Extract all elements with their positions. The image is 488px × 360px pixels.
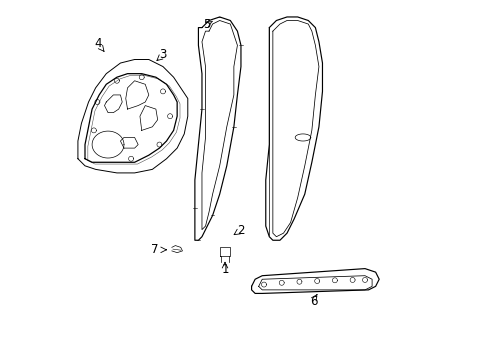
Text: 6: 6 bbox=[309, 295, 317, 308]
Text: 2: 2 bbox=[237, 224, 244, 237]
Text: 7: 7 bbox=[151, 243, 159, 256]
Text: 4: 4 bbox=[95, 37, 102, 50]
Text: 1: 1 bbox=[221, 263, 228, 276]
Text: 3: 3 bbox=[159, 48, 166, 61]
Text: 5: 5 bbox=[203, 18, 210, 31]
